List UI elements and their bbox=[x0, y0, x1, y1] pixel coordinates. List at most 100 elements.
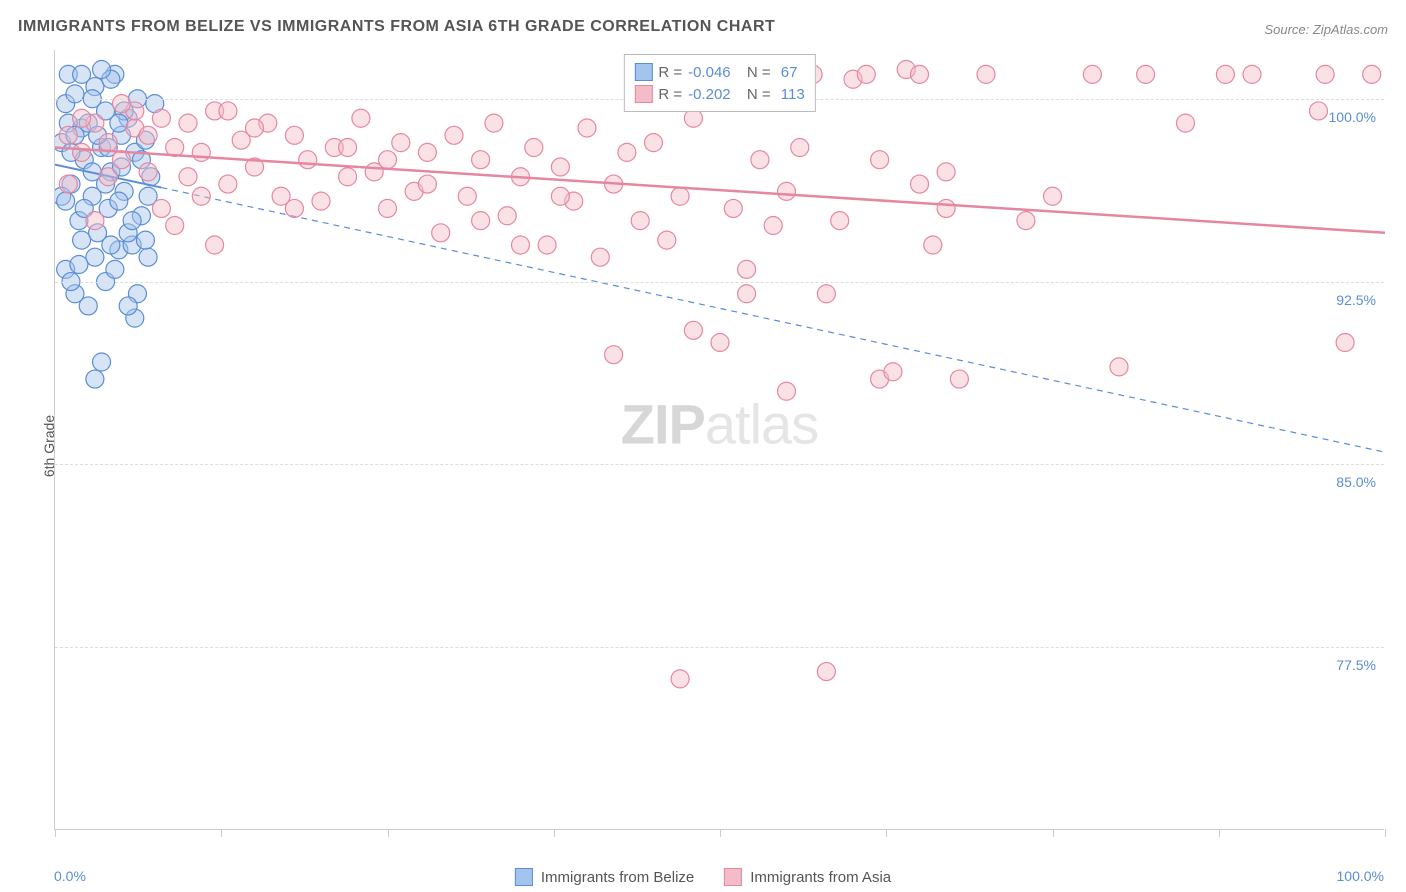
scatter-point bbox=[937, 163, 955, 181]
scatter-point bbox=[498, 207, 516, 225]
scatter-point bbox=[339, 139, 357, 157]
scatter-point bbox=[123, 212, 141, 230]
scatter-point bbox=[299, 151, 317, 169]
ytick-label: 92.5% bbox=[1336, 292, 1376, 308]
source-label: Source: ZipAtlas.com bbox=[1264, 22, 1388, 37]
scatter-point bbox=[139, 248, 157, 266]
plot-area: ZIPatlas R = -0.046 N = 67 R = -0.202 N … bbox=[54, 50, 1384, 830]
scatter-point bbox=[1017, 212, 1035, 230]
xtick bbox=[1219, 829, 1220, 837]
scatter-point bbox=[645, 134, 663, 152]
legend-item: Immigrants from Asia bbox=[724, 868, 891, 886]
scatter-point bbox=[472, 151, 490, 169]
scatter-point bbox=[86, 212, 104, 230]
xtick-label-right: 100.0% bbox=[1337, 868, 1384, 884]
scatter-point bbox=[152, 109, 170, 127]
scatter-point bbox=[192, 143, 210, 161]
scatter-point bbox=[99, 134, 117, 152]
scatter-point bbox=[285, 126, 303, 144]
scatter-point bbox=[246, 119, 264, 137]
scatter-point bbox=[206, 236, 224, 254]
scatter-point bbox=[857, 65, 875, 83]
scatter-point bbox=[538, 236, 556, 254]
scatter-point bbox=[152, 199, 170, 217]
scatter-point bbox=[778, 382, 796, 400]
scatter-point bbox=[924, 236, 942, 254]
scatter-point bbox=[1363, 65, 1381, 83]
scatter-point bbox=[751, 151, 769, 169]
r-label: R = bbox=[658, 64, 682, 81]
scatter-point bbox=[738, 285, 756, 303]
scatter-point bbox=[831, 212, 849, 230]
scatter-point bbox=[312, 192, 330, 210]
scatter-point bbox=[817, 285, 835, 303]
scatter-point bbox=[179, 168, 197, 186]
scatter-point bbox=[937, 199, 955, 217]
scatter-point bbox=[445, 126, 463, 144]
scatter-point bbox=[136, 231, 154, 249]
n-label: N = bbox=[747, 86, 771, 103]
chart-title: IMMIGRANTS FROM BELIZE VS IMMIGRANTS FRO… bbox=[18, 18, 775, 36]
n-label: N = bbox=[747, 64, 771, 81]
scatter-point bbox=[66, 85, 84, 103]
scatter-point bbox=[119, 297, 137, 315]
scatter-point bbox=[525, 139, 543, 157]
gridline bbox=[55, 282, 1384, 283]
scatter-point bbox=[59, 126, 77, 144]
scatter-point bbox=[219, 175, 237, 193]
scatter-point bbox=[871, 151, 889, 169]
scatter-point bbox=[817, 663, 835, 681]
scatter-point bbox=[618, 143, 636, 161]
scatter-point bbox=[778, 182, 796, 200]
scatter-point bbox=[1243, 65, 1261, 83]
scatter-point bbox=[192, 187, 210, 205]
scatter-point bbox=[166, 217, 184, 235]
scatter-point bbox=[219, 102, 237, 120]
scatter-point bbox=[1083, 65, 1101, 83]
gridline bbox=[55, 464, 1384, 465]
scatter-point bbox=[631, 212, 649, 230]
scatter-point bbox=[738, 260, 756, 278]
scatter-point bbox=[179, 114, 197, 132]
scatter-point bbox=[1177, 114, 1195, 132]
scatter-point bbox=[512, 236, 530, 254]
scatter-point bbox=[418, 175, 436, 193]
scatter-point bbox=[950, 370, 968, 388]
scatter-point bbox=[472, 212, 490, 230]
legend-label: Immigrants from Belize bbox=[541, 869, 694, 886]
scatter-point bbox=[911, 175, 929, 193]
scatter-point bbox=[73, 109, 91, 127]
scatter-point bbox=[106, 260, 124, 278]
scatter-point bbox=[1216, 65, 1234, 83]
scatter-point bbox=[711, 334, 729, 352]
scatter-point bbox=[458, 187, 476, 205]
scatter-point bbox=[86, 248, 104, 266]
scatter-point bbox=[578, 119, 596, 137]
scatter-point bbox=[73, 65, 91, 83]
scatter-point bbox=[724, 199, 742, 217]
scatter-svg bbox=[55, 50, 1385, 830]
legend-swatch bbox=[724, 868, 742, 886]
ytick-label: 77.5% bbox=[1336, 657, 1376, 673]
legend-item: Immigrants from Belize bbox=[515, 868, 694, 886]
xtick bbox=[720, 829, 721, 837]
scatter-point bbox=[658, 231, 676, 249]
scatter-point bbox=[59, 175, 77, 193]
scatter-point bbox=[93, 353, 111, 371]
scatter-point bbox=[139, 163, 157, 181]
xtick bbox=[55, 829, 56, 837]
scatter-point bbox=[79, 297, 97, 315]
scatter-point bbox=[70, 256, 88, 274]
xtick bbox=[221, 829, 222, 837]
scatter-point bbox=[73, 231, 91, 249]
scatter-point bbox=[102, 236, 120, 254]
legend-swatch bbox=[634, 85, 652, 103]
scatter-point bbox=[884, 363, 902, 381]
scatter-point bbox=[1336, 334, 1354, 352]
scatter-point bbox=[764, 217, 782, 235]
n-value: 67 bbox=[777, 64, 798, 81]
r-value: -0.202 bbox=[688, 86, 731, 103]
scatter-point bbox=[911, 65, 929, 83]
legend-swatch bbox=[634, 63, 652, 81]
xtick-label-left: 0.0% bbox=[54, 868, 86, 884]
